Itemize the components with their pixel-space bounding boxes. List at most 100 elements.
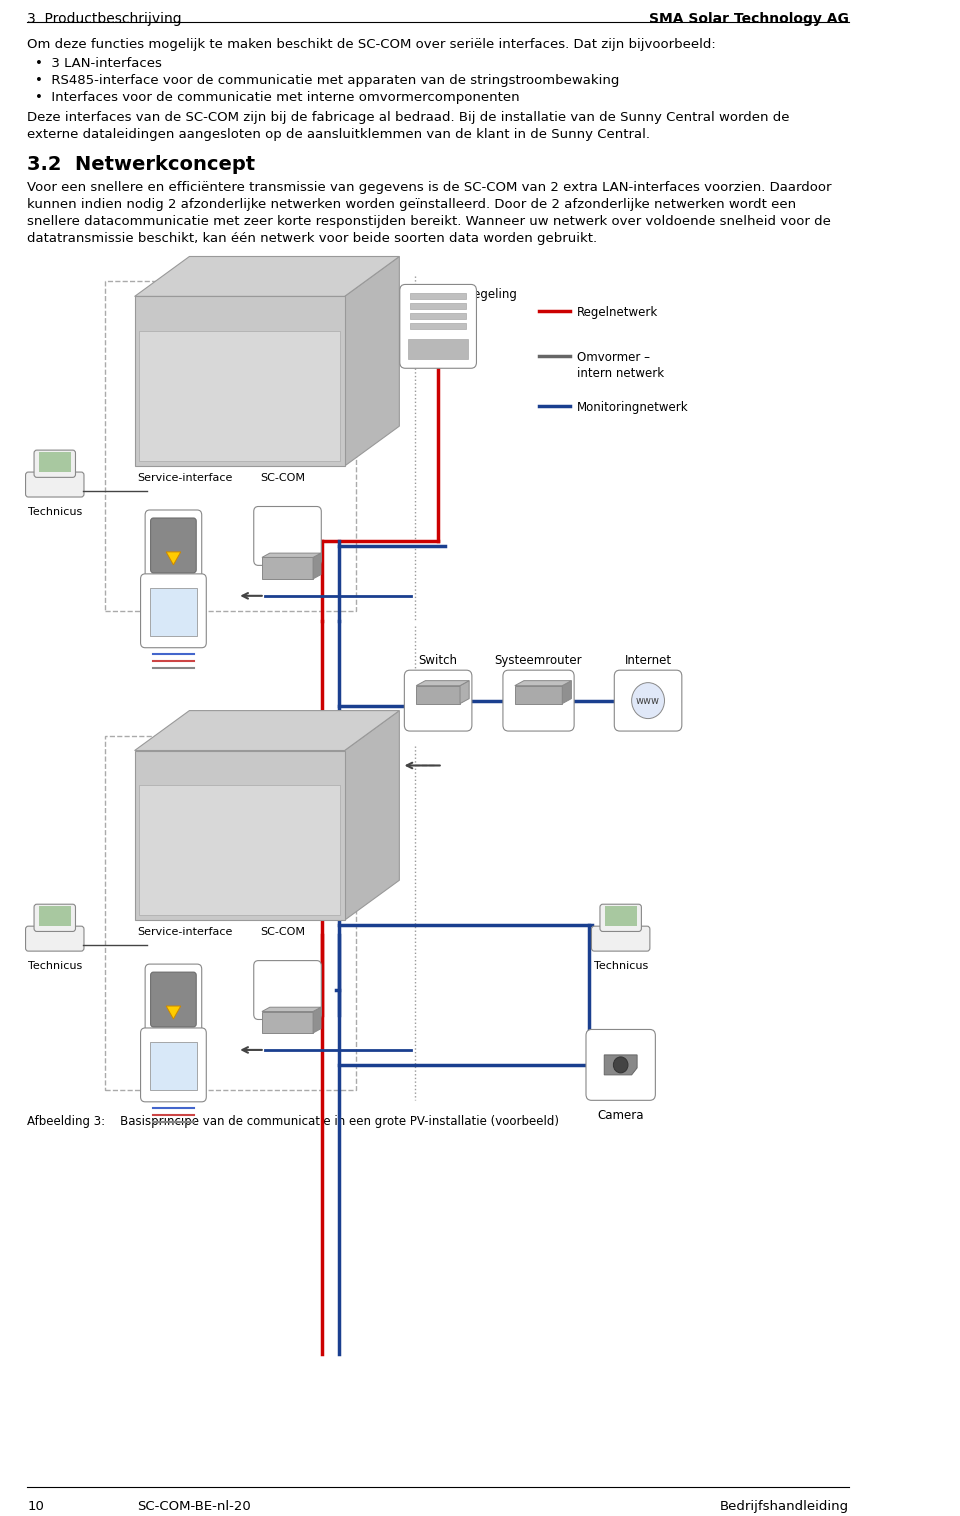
Text: kunnen indien nodig 2 afzonderlijke netwerken worden geïnstalleerd. Door de 2 af: kunnen indien nodig 2 afzonderlijke netw… (28, 197, 797, 211)
Text: 3  Productbeschrijving: 3 Productbeschrijving (28, 12, 182, 26)
Bar (139, 785, 340, 916)
Bar (153, 890, 167, 901)
Bar (207, 890, 222, 901)
FancyBboxPatch shape (140, 575, 206, 647)
Text: Omvormer –: Omvormer – (577, 352, 650, 364)
FancyBboxPatch shape (614, 670, 682, 731)
Circle shape (613, 1057, 628, 1073)
Text: Camera: Camera (597, 1108, 644, 1122)
Bar (150, 588, 197, 635)
Text: •  RS485-interface voor de communicatie met apparaten van de stringstroombewakin: • RS485-interface voor de communicatie m… (35, 74, 619, 86)
Bar (410, 294, 467, 299)
Text: Service-interface: Service-interface (137, 473, 232, 484)
FancyBboxPatch shape (145, 509, 202, 582)
Text: SCxxxCP: SCxxxCP (200, 729, 261, 743)
Polygon shape (166, 552, 180, 565)
Text: Installatieregeling: Installatieregeling (411, 288, 517, 302)
Polygon shape (417, 685, 460, 703)
FancyBboxPatch shape (399, 285, 476, 368)
Text: SMA Solar Technology AG: SMA Solar Technology AG (649, 12, 849, 26)
FancyBboxPatch shape (34, 450, 76, 478)
Bar (410, 323, 467, 329)
Text: snellere datacommunicatie met zeer korte responstijden bereikt. Wanneer uw netwe: snellere datacommunicatie met zeer korte… (28, 215, 831, 227)
Bar (290, 437, 303, 446)
Text: Monitoringnetwerk: Monitoringnetwerk (577, 402, 688, 414)
Text: 3.2  Netwerkconcept: 3.2 Netwerkconcept (28, 155, 255, 174)
FancyBboxPatch shape (586, 1029, 656, 1101)
Bar (207, 437, 222, 446)
Polygon shape (345, 256, 399, 465)
FancyBboxPatch shape (591, 926, 650, 951)
Polygon shape (134, 750, 345, 920)
Polygon shape (262, 553, 321, 558)
Polygon shape (313, 553, 321, 579)
Polygon shape (417, 681, 469, 685)
FancyBboxPatch shape (140, 1028, 206, 1102)
Polygon shape (345, 711, 399, 920)
Text: SCxxxCP: SCxxxCP (200, 276, 261, 290)
Bar (38, 907, 71, 926)
Text: Technicus: Technicus (28, 506, 82, 517)
Polygon shape (262, 1011, 313, 1032)
FancyBboxPatch shape (503, 670, 574, 731)
Bar (605, 907, 636, 926)
Text: Om deze functies mogelijk te maken beschikt de SC-COM over seriële interfaces. D: Om deze functies mogelijk te maken besch… (28, 38, 716, 52)
Polygon shape (134, 256, 399, 297)
FancyBboxPatch shape (26, 471, 84, 497)
Polygon shape (134, 711, 399, 750)
FancyBboxPatch shape (151, 972, 196, 1026)
Bar (105, 735, 356, 1090)
Bar (139, 332, 340, 461)
Text: Voor een snellere en efficiëntere transmissie van gegevens is de SC-COM van 2 ex: Voor een snellere en efficiëntere transm… (28, 180, 832, 194)
Text: Systeemrouter: Systeemrouter (494, 653, 583, 667)
Bar (153, 437, 167, 446)
Text: SC-COM: SC-COM (260, 473, 305, 484)
Text: Switch: Switch (419, 653, 458, 667)
Text: intern netwerk: intern netwerk (577, 367, 664, 381)
Text: Afbeelding 3:    Basisprincipe van de communicatie in een grote PV-installatie (: Afbeelding 3: Basisprincipe van de commu… (28, 1114, 560, 1128)
FancyBboxPatch shape (26, 926, 84, 951)
FancyBboxPatch shape (253, 961, 322, 1019)
Bar (410, 303, 467, 309)
FancyBboxPatch shape (151, 518, 196, 573)
Text: Technicus: Technicus (593, 961, 648, 972)
Circle shape (632, 682, 664, 719)
Text: Service-interface: Service-interface (137, 928, 232, 937)
Polygon shape (134, 297, 345, 465)
Bar (180, 437, 194, 446)
Text: •  3 LAN-interfaces: • 3 LAN-interfaces (35, 58, 161, 70)
Bar (38, 452, 71, 473)
Polygon shape (563, 681, 571, 703)
FancyBboxPatch shape (600, 904, 641, 931)
Bar (408, 340, 468, 359)
Text: Display: Display (143, 1035, 184, 1045)
Text: datatransmissie beschikt, kan één netwerk voor beide soorten data worden gebruik: datatransmissie beschikt, kan één netwer… (28, 232, 597, 244)
Polygon shape (460, 681, 469, 703)
Polygon shape (604, 1055, 637, 1075)
Text: Technicus: Technicus (28, 961, 82, 972)
Bar (290, 890, 303, 901)
Polygon shape (262, 558, 313, 579)
Text: www: www (636, 696, 660, 705)
Polygon shape (515, 685, 563, 703)
Polygon shape (313, 1007, 321, 1032)
Text: Deze interfaces van de SC-COM zijn bij de fabricage al bedraad. Bij de installat: Deze interfaces van de SC-COM zijn bij d… (28, 111, 790, 124)
Text: SC-COM-BE-nl-20: SC-COM-BE-nl-20 (137, 1499, 251, 1513)
Bar (150, 1041, 197, 1090)
Text: Bedrijfshandleiding: Bedrijfshandleiding (720, 1499, 849, 1513)
Bar (235, 890, 249, 901)
FancyBboxPatch shape (145, 964, 202, 1035)
Text: •  Interfaces voor de communicatie met interne omvormercomponenten: • Interfaces voor de communicatie met in… (35, 91, 519, 103)
Bar (262, 437, 276, 446)
Bar (235, 437, 249, 446)
Bar (180, 890, 194, 901)
Polygon shape (166, 1007, 180, 1019)
Text: SC-COM: SC-COM (260, 928, 305, 937)
FancyBboxPatch shape (253, 506, 322, 565)
Polygon shape (262, 1007, 321, 1011)
Text: externe dataleidingen aangesloten op de aansluitklemmen van de klant in de Sunny: externe dataleidingen aangesloten op de … (28, 127, 650, 141)
Bar (262, 890, 276, 901)
Bar (105, 282, 356, 611)
FancyBboxPatch shape (404, 670, 472, 731)
Text: Regelnetwerk: Regelnetwerk (577, 306, 659, 320)
